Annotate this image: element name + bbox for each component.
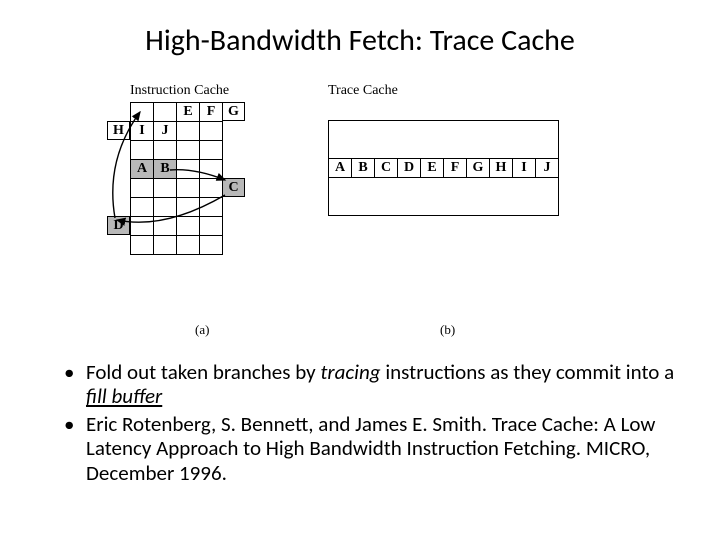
tc-cell-D: D: [398, 159, 421, 178]
cell-A: A: [131, 160, 154, 179]
tc-cell-A: A: [329, 159, 352, 178]
bullet-2: Eric Rotenberg, S. Bennett, and James E.…: [86, 412, 680, 484]
tc-cell-C: C: [375, 159, 398, 178]
trace-cache-label: Trace Cache: [328, 83, 398, 99]
tc-cell-F: F: [444, 159, 467, 178]
bullet-1: Fold out taken branches by tracing instr…: [86, 360, 680, 408]
bullet-list: Fold out taken branches by tracing instr…: [60, 360, 680, 489]
cell-F: F: [200, 103, 223, 122]
cell-G: G: [222, 102, 245, 121]
tc-cell-B: B: [352, 159, 375, 178]
tc-cell-G: G: [467, 159, 490, 178]
trace-cache-grid: A B C D E F G H I J: [328, 120, 559, 216]
instruction-cache-label: Instruction Cache: [130, 83, 229, 99]
cell-I: I: [131, 122, 154, 141]
tc-cell-J: J: [536, 159, 559, 178]
cell-D: D: [107, 216, 130, 235]
panel-label-a: (a): [195, 322, 209, 338]
tc-cell-H: H: [490, 159, 513, 178]
tc-cell-E: E: [421, 159, 444, 178]
instruction-cache-grid: E F I J A B: [130, 102, 223, 255]
cell-E: E: [177, 103, 200, 122]
panel-label-b: (b): [440, 322, 455, 338]
cell-C: C: [222, 178, 245, 197]
cell-H: H: [107, 121, 130, 140]
cell-B: B: [154, 160, 177, 179]
slide-title: High-Bandwidth Fetch: Trace Cache: [0, 22, 720, 59]
cell-J: J: [154, 122, 177, 141]
tc-cell-I: I: [513, 159, 536, 178]
